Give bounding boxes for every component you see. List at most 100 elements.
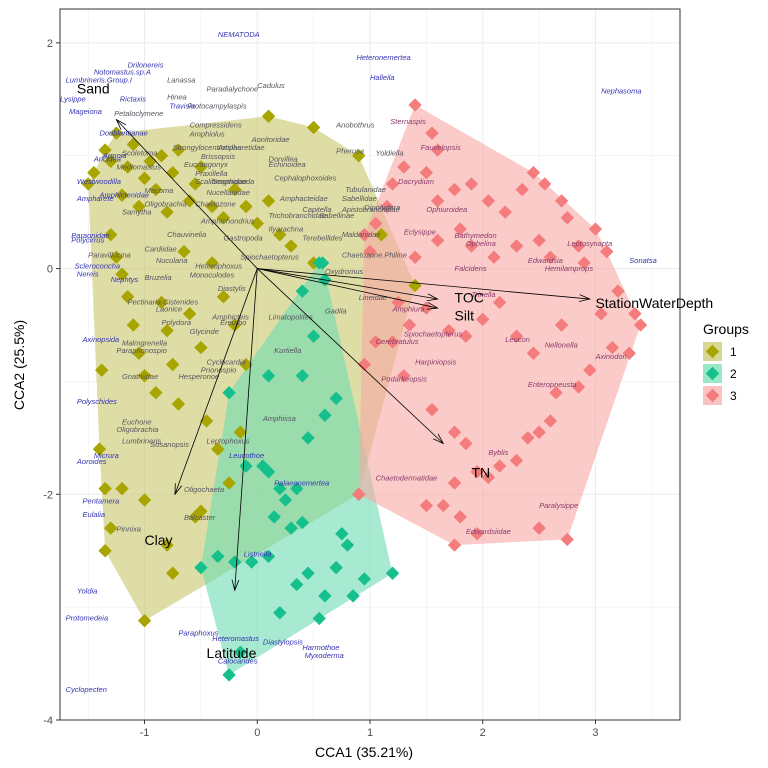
point-group-1 xyxy=(104,228,118,242)
point-group-2 xyxy=(346,589,360,603)
point-group-1 xyxy=(138,171,152,185)
species-label: Oligobrachia xyxy=(145,200,187,209)
point-group-1 xyxy=(239,358,253,371)
species-label: Ophelina xyxy=(466,239,496,248)
point-group-2 xyxy=(329,391,343,405)
point-group-3 xyxy=(521,431,535,445)
point-group-3 xyxy=(577,256,591,270)
species-label: Hinea xyxy=(167,92,187,101)
species-label: Trichobranchidae xyxy=(269,211,326,220)
point-group-3 xyxy=(397,160,411,174)
point-group-3 xyxy=(526,346,540,360)
vector-arrowhead xyxy=(579,294,592,302)
legend-title: Groups xyxy=(703,321,749,337)
species-label: Sonatsa xyxy=(629,256,657,265)
point-group-2 xyxy=(295,516,309,529)
species-label: Lumbrineris.Group.I xyxy=(66,75,132,84)
point-group-3 xyxy=(352,487,366,501)
point-group-1 xyxy=(177,245,191,259)
point-group-1 xyxy=(154,295,168,309)
point-group-1 xyxy=(222,476,236,490)
point-group-1 xyxy=(138,369,152,383)
point-group-1 xyxy=(374,228,388,242)
vector-label: Latitude xyxy=(207,645,257,661)
point-group-3 xyxy=(402,318,416,332)
species-label: Amphictenidae xyxy=(98,190,149,199)
point-group-1 xyxy=(109,126,123,140)
point-group-1 xyxy=(233,425,247,439)
point-group-1 xyxy=(228,183,242,197)
species-label: Cephalophoxoides xyxy=(274,174,336,183)
species-label: Doublantianae xyxy=(99,128,147,137)
point-group-1 xyxy=(262,194,276,208)
point-group-2 xyxy=(295,284,309,298)
point-group-1 xyxy=(138,493,152,507)
point-group-2 xyxy=(211,549,225,563)
species-label: Harmothoe xyxy=(302,643,339,652)
point-group-2 xyxy=(222,386,236,400)
species-label: Edwardsia xyxy=(528,256,563,265)
point-group-1 xyxy=(149,183,163,197)
vector-arrowhead xyxy=(174,483,183,496)
species-label: Cyclocardia xyxy=(207,358,246,367)
point-group-2 xyxy=(290,482,304,496)
species-label: Enteropneusta xyxy=(528,380,577,389)
species-label: Scoletoma xyxy=(122,149,157,158)
species-label: Leptophoxus xyxy=(207,437,250,446)
species-label: Paraonidae xyxy=(71,231,109,240)
point-group-1 xyxy=(171,143,185,157)
point-group-2 xyxy=(262,369,276,383)
point-group-3 xyxy=(363,245,377,259)
point-group-1 xyxy=(160,324,174,338)
legend-symbol xyxy=(705,388,720,403)
species-label: Amphiura xyxy=(392,304,425,313)
species-label: Scaphopoda xyxy=(212,177,254,186)
species-label: Praxillella xyxy=(195,169,227,178)
species-label: Fauvelopsis xyxy=(421,143,461,152)
species-label: Falcidens xyxy=(455,264,487,273)
species-label: Pentamera xyxy=(83,496,120,505)
point-group-3 xyxy=(532,425,546,439)
species-label: Mageiona xyxy=(69,107,102,116)
species-label: Paravillucina xyxy=(88,250,131,259)
vector-arrowhead xyxy=(115,118,127,130)
point-group-3 xyxy=(481,194,495,208)
species-label: Ilyarachna xyxy=(269,224,304,233)
species-label: Dorvillea xyxy=(269,154,298,163)
point-group-3 xyxy=(470,527,484,541)
vector-arrow xyxy=(257,268,438,309)
species-label: Paralysippe xyxy=(539,501,578,510)
vector-label: TN xyxy=(471,464,490,480)
point-group-3 xyxy=(448,425,462,439)
species-label: Anobothrus xyxy=(335,121,375,130)
vector-label: Silt xyxy=(455,307,475,323)
x-tick-label: 0 xyxy=(254,727,260,739)
species-label: Ampharetidae xyxy=(217,143,265,152)
point-group-1 xyxy=(126,318,140,332)
point-group-3 xyxy=(408,98,422,112)
species-label: Sabellinae xyxy=(319,211,354,220)
species-label: Cerebratulus xyxy=(376,337,419,346)
species-label: Sternaspis xyxy=(390,117,426,126)
point-group-3 xyxy=(448,476,462,490)
point-group-2 xyxy=(386,566,400,580)
point-group-1 xyxy=(211,442,225,456)
species-label: Strongylocentrotidae xyxy=(173,143,242,152)
species-label: Westwoodilla xyxy=(77,177,121,186)
species-label: Euchone xyxy=(122,417,152,426)
point-group-3 xyxy=(583,363,597,377)
point-group-1 xyxy=(273,228,287,242)
legend-label: 1 xyxy=(730,345,737,359)
species-label: Paraphoxus xyxy=(178,628,218,637)
point-group-2 xyxy=(340,538,354,552)
point-group-1 xyxy=(98,544,112,558)
species-label: Tubulanidae xyxy=(345,185,386,194)
point-group-2 xyxy=(301,431,315,445)
point-group-3 xyxy=(572,239,586,253)
point-group-1 xyxy=(92,442,106,456)
legend: Groups 1 2 3 xyxy=(703,321,749,405)
species-label: Drilonereis xyxy=(128,61,164,70)
point-group-3 xyxy=(493,459,507,473)
species-label: Travisia xyxy=(169,101,195,110)
species-label: Kurtiella xyxy=(274,346,301,355)
